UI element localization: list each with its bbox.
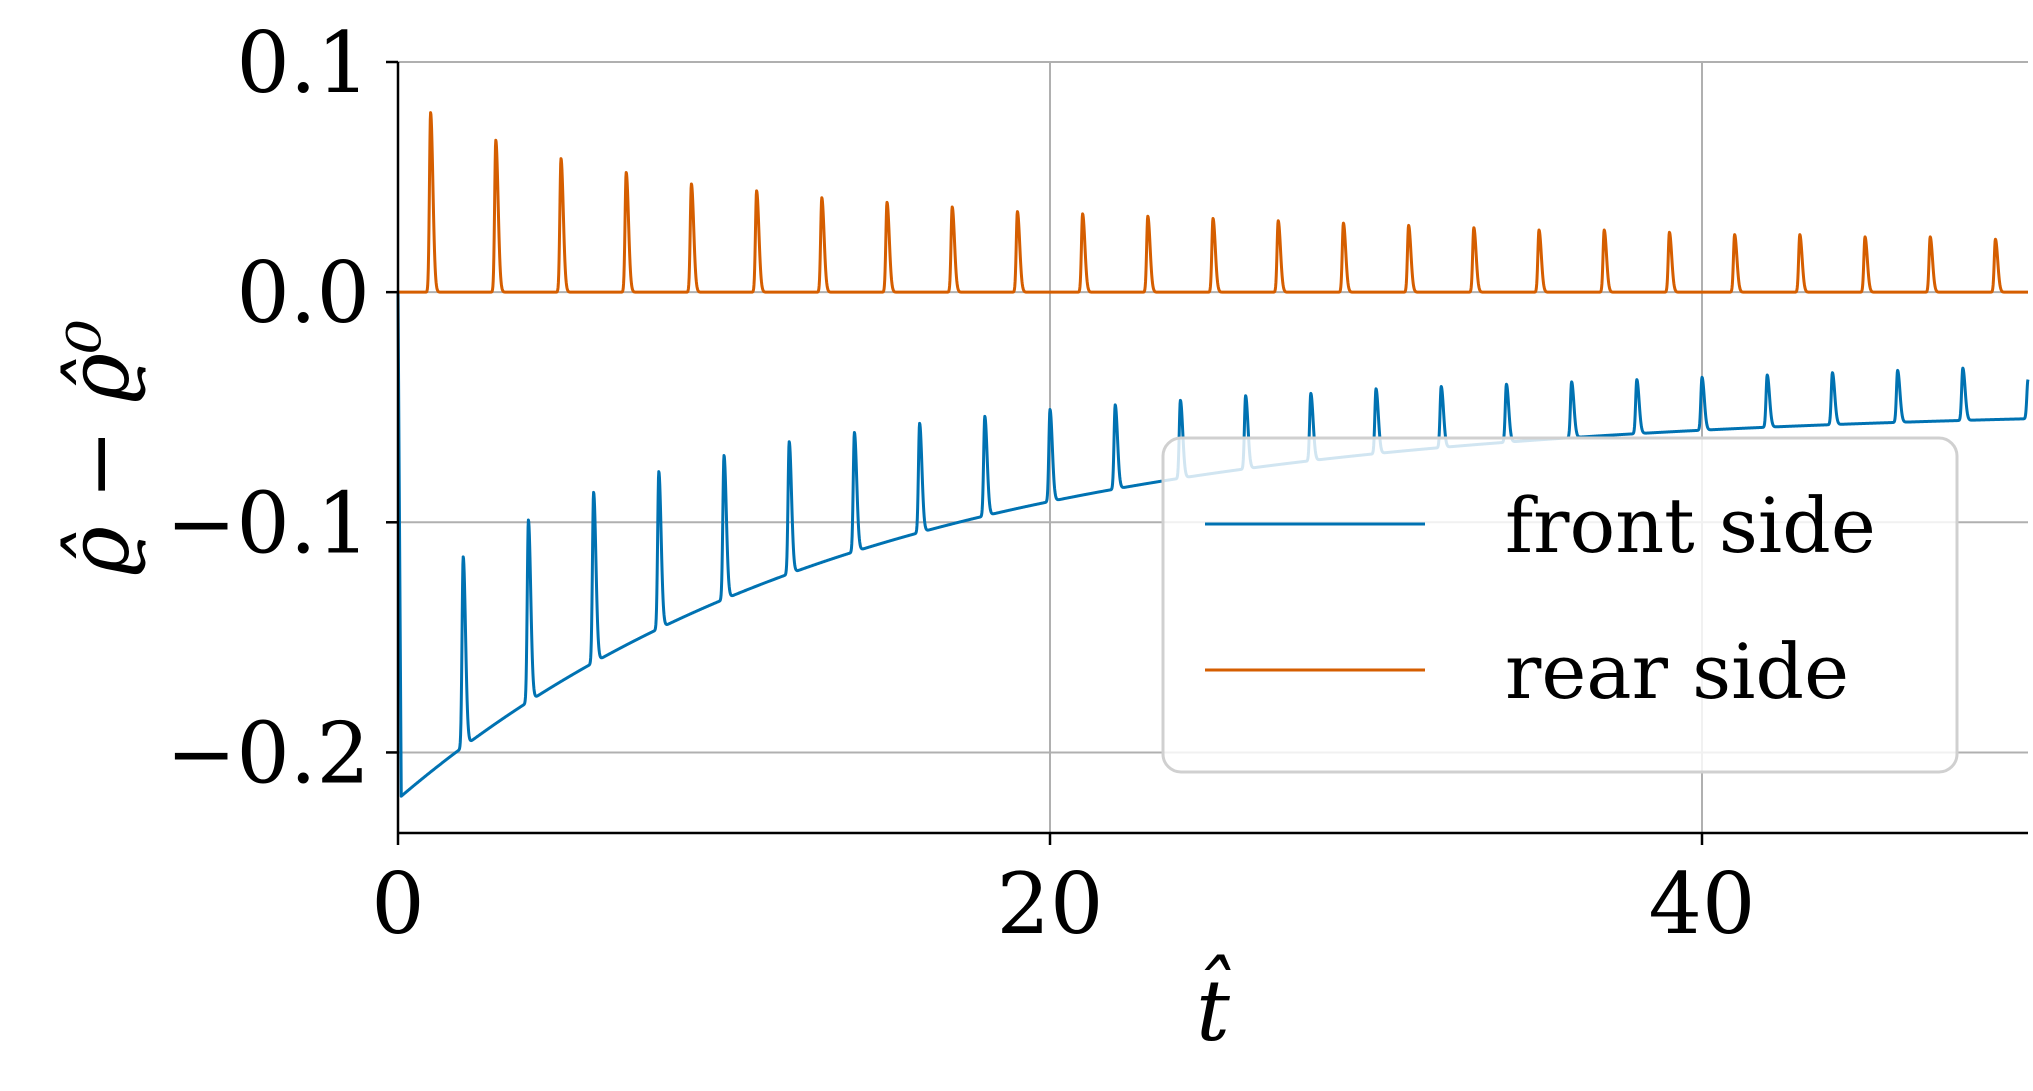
y-tick-label: −0.1 (166, 474, 370, 572)
y-tick-label: 0.1 (236, 14, 370, 112)
x-tick-label: 0 (371, 855, 424, 953)
axes (396, 62, 2028, 835)
legend: front side rear side (1161, 436, 1959, 774)
y-tick-label: 0.0 (236, 244, 370, 342)
x-axis-label: t̂ (1196, 954, 1231, 1060)
ticks: 0 20 40 0.1 0.0 −0.1 −0.2 (166, 14, 1755, 953)
x-tick-label: 20 (997, 855, 1104, 953)
y-tick-label: −0.2 (166, 704, 370, 802)
y-axis-label: ϱ̂ − ϱ̂⁰ (50, 319, 148, 575)
legend-label-front-side: front side (1505, 481, 1876, 570)
series-line-rear-side (396, 111, 2030, 294)
legend-label-rear-side: rear side (1505, 627, 1849, 716)
legend-box (1161, 436, 1959, 774)
x-tick-label: 40 (1649, 855, 1756, 953)
